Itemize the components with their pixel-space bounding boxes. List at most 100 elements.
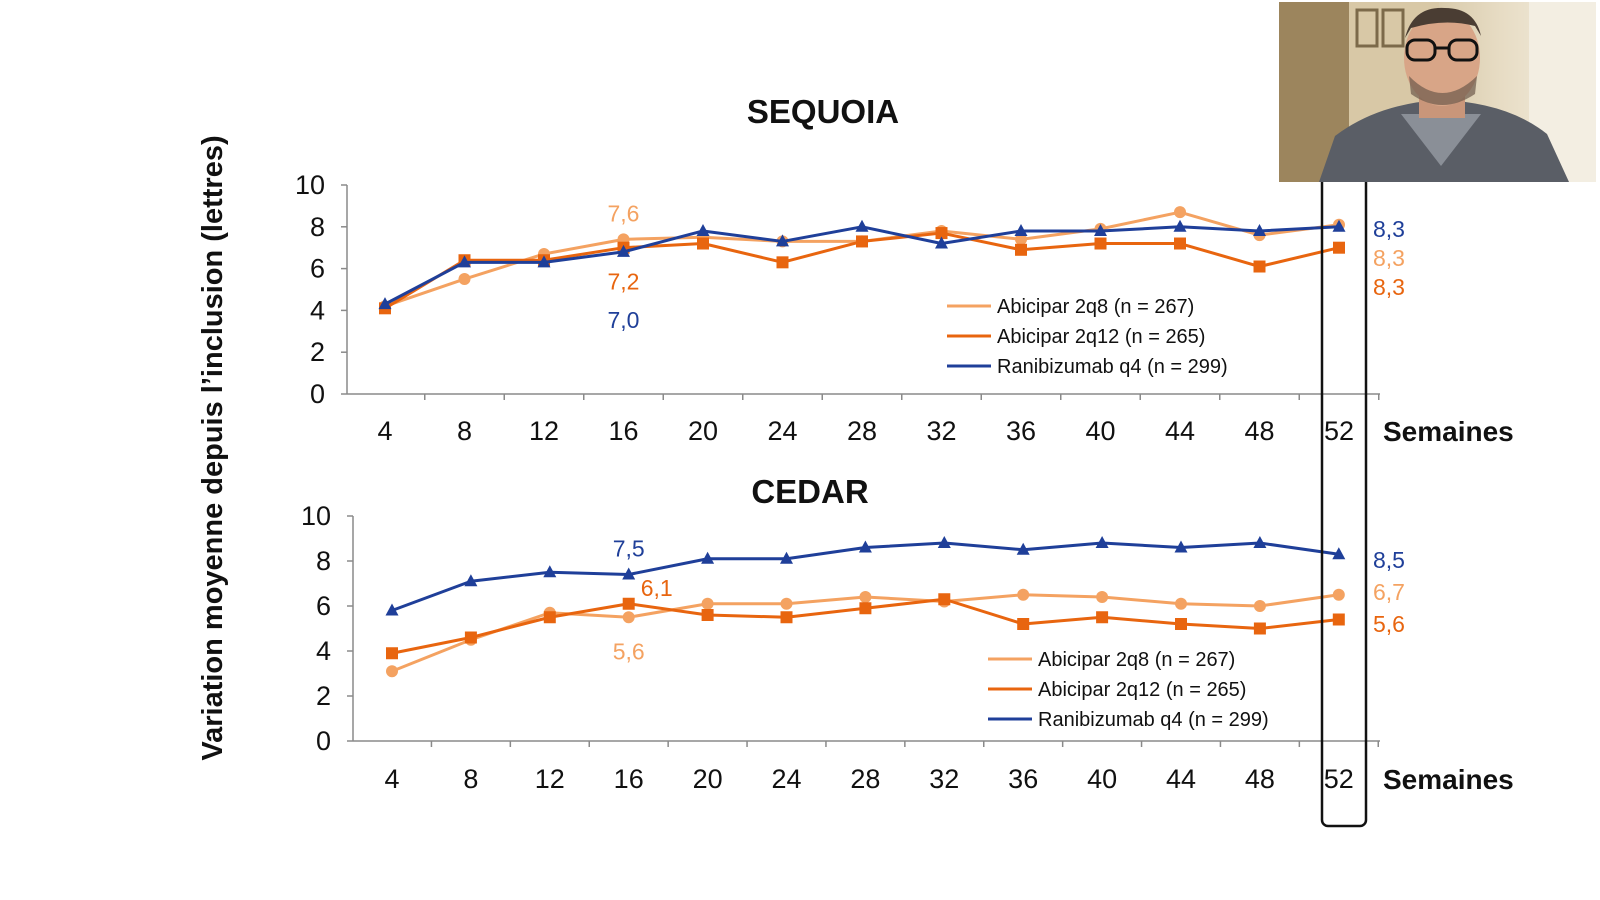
y-tick-label: 4	[310, 295, 325, 325]
x-tick-label: 8	[457, 416, 472, 446]
data-point-abicipar_2q12	[1253, 260, 1266, 273]
data-label: 8,3	[1373, 274, 1405, 300]
legend-entry: Abicipar 2q12 (n = 265)	[1038, 679, 1246, 701]
legend-entry: Abicipar 2q8 (n = 267)	[997, 296, 1194, 318]
x-tick-label: 24	[767, 416, 797, 446]
y-tick-label: 8	[310, 212, 325, 242]
y-axis-label: Variation moyenne depuis l’inclusion (le…	[197, 135, 229, 760]
webcam-overlay: S	[1279, 2, 1596, 182]
data-point-ranibizumab_q4	[464, 574, 478, 587]
x-tick-label: 28	[850, 764, 880, 794]
y-tick-label: 6	[310, 254, 325, 284]
data-point-abicipar_2q12	[543, 611, 556, 624]
data-point-abicipar_2q12	[1015, 243, 1027, 256]
data-point-abicipar_2q12	[622, 597, 635, 610]
data-point-ranibizumab_q4	[543, 565, 557, 578]
data-point-abicipar_2q12	[701, 609, 714, 621]
y-tick-label: 0	[310, 379, 325, 409]
data-point-ranibizumab_q4	[855, 219, 869, 232]
data-point-abicipar_2q12	[386, 647, 398, 660]
data-point-abicipar_2q12	[859, 602, 872, 615]
data-point-ranibizumab_q4	[378, 297, 392, 310]
data-point-abicipar_2q8	[1096, 591, 1109, 603]
x-tick-label: 4	[377, 416, 392, 446]
data-point-abicipar_2q8	[386, 665, 398, 678]
data-point-abicipar_2q12	[1174, 237, 1186, 250]
data-point-abicipar_2q12	[464, 631, 477, 644]
data-point-abicipar_2q12	[780, 611, 793, 624]
x-tick-label: 32	[926, 416, 956, 446]
y-tick-label: 10	[301, 501, 331, 531]
data-point-abicipar_2q8	[1015, 233, 1027, 246]
x-axis-title: Semaines	[1383, 764, 1514, 795]
x-tick-label: 52	[1324, 764, 1354, 794]
data-label: 6,7	[1373, 579, 1405, 605]
data-point-abicipar_2q12	[856, 235, 868, 248]
x-tick-label: 12	[535, 764, 565, 794]
data-point-ranibizumab_q4	[1253, 223, 1266, 236]
data-point-abicipar_2q8	[859, 591, 872, 603]
y-tick-label: 2	[310, 337, 325, 367]
chart-title: SEQUOIA	[747, 93, 899, 130]
week-52-highlight-box	[1320, 174, 1368, 828]
data-label: 7,5	[613, 536, 645, 562]
data-point-abicipar_2q12	[697, 237, 709, 250]
data-point-abicipar_2q8	[780, 597, 793, 610]
data-point-ranibizumab_q4	[776, 234, 789, 247]
data-label: 8,3	[1373, 216, 1405, 242]
x-tick-label: 48	[1245, 764, 1275, 794]
x-tick-label: 44	[1165, 416, 1195, 446]
data-point-ranibizumab_q4	[1014, 223, 1028, 236]
chart-title: CEDAR	[751, 473, 869, 510]
data-point-abicipar_2q12	[1332, 613, 1345, 626]
data-point-abicipar_2q8	[701, 597, 714, 610]
data-label: 8,3	[1373, 245, 1405, 271]
data-point-abicipar_2q8	[1174, 206, 1186, 219]
data-point-ranibizumab_q4	[1094, 223, 1107, 236]
legend-entry: Abicipar 2q8 (n = 267)	[1038, 649, 1235, 671]
x-tick-label: 12	[529, 416, 559, 446]
x-tick-label: 40	[1085, 416, 1115, 446]
data-point-abicipar_2q8	[622, 611, 635, 624]
data-point-abicipar_2q8	[1017, 588, 1030, 601]
data-point-ranibizumab_q4	[1332, 547, 1346, 560]
x-tick-label: 20	[693, 764, 723, 794]
data-point-abicipar_2q12	[776, 256, 789, 269]
data-point-ranibizumab_q4	[458, 255, 471, 268]
data-point-abicipar_2q12	[938, 593, 951, 606]
y-tick-label: 2	[316, 681, 331, 711]
data-point-abicipar_2q12	[1017, 618, 1030, 630]
x-tick-label: 16	[608, 416, 638, 446]
x-tick-label: 20	[688, 416, 718, 446]
y-tick-label: 4	[316, 636, 331, 666]
data-point-ranibizumab_q4	[617, 244, 630, 257]
x-tick-label: 24	[771, 764, 801, 794]
x-axis-title: Semaines	[1383, 416, 1514, 447]
x-tick-label: 32	[929, 764, 959, 794]
data-point-ranibizumab_q4	[696, 223, 710, 236]
y-tick-label: 10	[295, 170, 325, 200]
data-label: 7,6	[608, 200, 640, 226]
data-point-ranibizumab_q4	[935, 236, 948, 249]
data-point-abicipar_2q12	[935, 227, 948, 240]
legend-entry: Ranibizumab q4 (n = 299)	[997, 356, 1228, 378]
x-tick-label: 48	[1244, 416, 1274, 446]
x-tick-label: 4	[384, 764, 399, 794]
y-tick-label: 0	[316, 726, 331, 756]
y-tick-label: 6	[316, 591, 331, 621]
presenter-video	[1279, 2, 1596, 182]
data-point-abicipar_2q8	[458, 273, 471, 286]
data-point-ranibizumab_q4	[780, 551, 793, 564]
data-point-ranibizumab_q4	[1016, 542, 1030, 555]
data-label: 6,1	[641, 575, 673, 601]
data-label: 7,2	[608, 269, 640, 295]
data-label: 5,6	[1373, 611, 1405, 637]
y-tick-label: 8	[316, 546, 331, 576]
data-point-ranibizumab_q4	[937, 536, 951, 548]
data-point-abicipar_2q12	[1096, 611, 1109, 624]
data-point-abicipar_2q12	[1333, 241, 1345, 254]
legend-entry: Ranibizumab q4 (n = 299)	[1038, 709, 1269, 731]
